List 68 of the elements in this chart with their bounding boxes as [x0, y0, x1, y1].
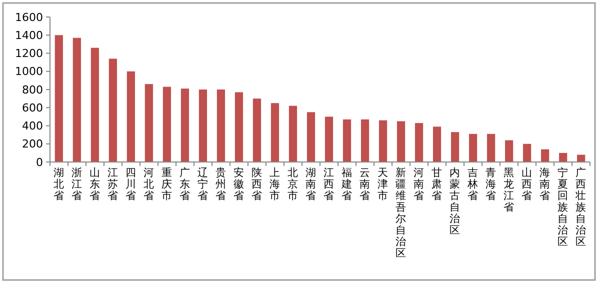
- x-tick-label: 海南省: [540, 167, 551, 202]
- bar: [505, 140, 514, 162]
- y-tick-label: 600: [22, 101, 43, 114]
- bar: [559, 152, 568, 162]
- x-tick-label: 宁夏回族自治区: [558, 166, 569, 248]
- y-tick-label: 1400: [15, 28, 43, 42]
- x-tick-label: 江西省: [324, 167, 335, 202]
- x-tick-label: 湖北省: [53, 167, 64, 202]
- bar: [487, 134, 496, 162]
- bar: [360, 119, 370, 162]
- x-tick-label: 广东省: [179, 166, 190, 202]
- bar: [198, 90, 208, 162]
- bar: [234, 92, 244, 162]
- bar: [306, 112, 316, 162]
- y-tick-label: 1000: [15, 65, 43, 78]
- bar: [396, 121, 406, 162]
- bar: [90, 48, 99, 162]
- bar: [523, 144, 532, 162]
- bar: [54, 35, 63, 162]
- x-tick-label: 天津市: [378, 167, 389, 202]
- bar: [252, 98, 262, 162]
- x-tick-label: 河北省: [143, 167, 154, 202]
- y-tick-label: 0: [36, 156, 43, 169]
- x-tick-label: 河南省: [414, 167, 425, 202]
- x-tick-label: 四川省: [125, 167, 136, 202]
- x-tick-label: 江苏省: [107, 167, 118, 202]
- x-tick-label: 黑龙江省: [504, 167, 515, 214]
- y-tick-label: 400: [22, 120, 43, 133]
- bar: [144, 84, 153, 162]
- x-tick-label: 新疆维吾尔自治区: [396, 166, 407, 260]
- x-tick-label: 安徽省: [233, 166, 244, 202]
- bar: [469, 134, 478, 162]
- x-tick-label: 辽宁省: [197, 167, 208, 202]
- x-tick-label: 重庆市: [161, 166, 172, 202]
- bar: [414, 123, 424, 162]
- bar: [162, 86, 171, 162]
- y-tick-label: 1600: [15, 10, 43, 24]
- bar: [270, 103, 280, 162]
- bar: [180, 88, 190, 162]
- x-tick-label: 北京市: [287, 166, 298, 202]
- bar: [450, 132, 460, 162]
- bar: [72, 38, 81, 162]
- bar: [342, 119, 352, 162]
- y-tick-label: 800: [22, 83, 43, 96]
- bar: [432, 126, 442, 162]
- x-tick-label: 山西省: [522, 166, 533, 202]
- x-tick-label: 内蒙古自治区: [450, 166, 461, 236]
- y-tick-label: 1200: [15, 47, 43, 60]
- x-tick-label: 上海市: [269, 166, 280, 202]
- x-tick-label: 甘肃省: [432, 166, 443, 202]
- x-tick-label: 青海省: [486, 166, 497, 202]
- x-tick-label: 浙江省: [71, 166, 82, 202]
- x-tick-label: 广西壮族自治区: [574, 166, 587, 248]
- x-tick-label: 云南省: [360, 167, 371, 202]
- x-tick-label: 福建省: [340, 166, 353, 202]
- x-tick-label: 贵州省: [215, 166, 226, 202]
- bar: [126, 71, 135, 162]
- x-tick-label: 吉林省: [466, 166, 479, 202]
- x-tick-label: 山东省: [89, 166, 100, 202]
- bar: [378, 120, 388, 162]
- bar: [541, 149, 550, 162]
- bar: [216, 90, 226, 162]
- bar: [108, 58, 117, 162]
- x-tick-label: 陕西省: [251, 167, 262, 202]
- bar: [324, 116, 334, 162]
- bar: [288, 106, 298, 162]
- x-tick-label: 湖南省: [305, 167, 316, 202]
- y-tick-label: 200: [22, 138, 43, 151]
